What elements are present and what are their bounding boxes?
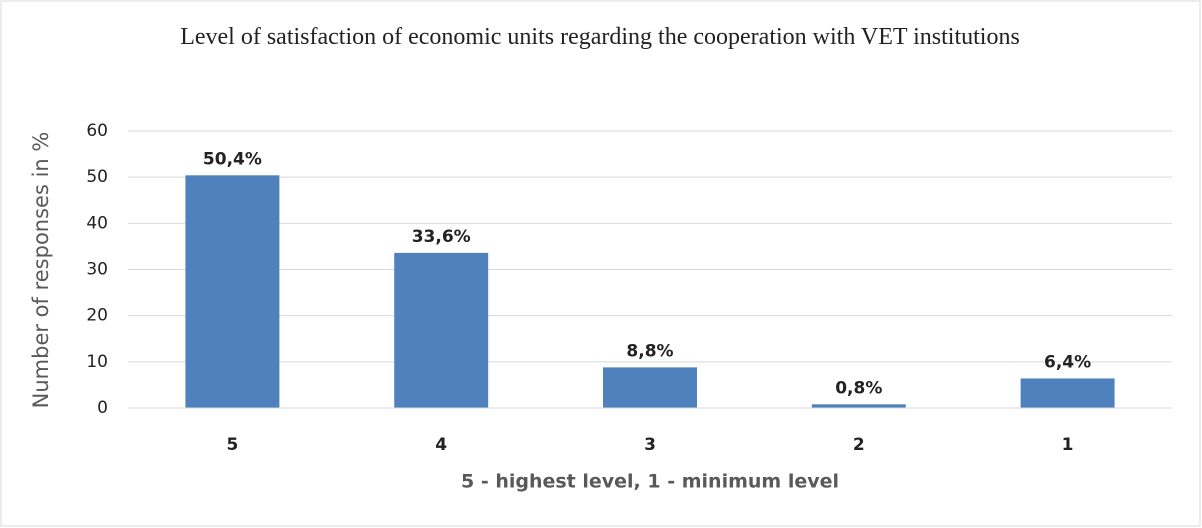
data-label: 0,8% [835,378,882,398]
x-tick-label: 2 [853,435,865,455]
y-tick-label: 0 [97,398,108,418]
data-label: 6,4% [1044,352,1091,372]
y-tick-label: 60 [86,121,108,141]
x-axis-label: 5 - highest level, 1 - minimum level [461,471,839,493]
data-label: 50,4% [203,149,262,169]
bar [1020,378,1115,408]
x-tick-label: 4 [435,435,447,455]
x-tick-label: 1 [1062,435,1074,455]
y-axis-label: Number of responses in % [29,132,53,409]
chart-title: Level of satisfaction of economic units … [180,24,1020,50]
bar [394,252,489,408]
x-tick-label: 3 [644,435,656,455]
x-tick-label: 5 [226,435,238,455]
bar [185,175,280,408]
bar [603,367,697,408]
y-tick-label: 30 [86,260,108,280]
bar [811,404,906,408]
y-tick-label: 40 [86,213,108,233]
y-tick-label: 20 [86,306,108,326]
y-tick-label: 10 [86,352,108,372]
data-label: 8,8% [626,341,673,361]
y-tick-label: 50 [86,167,108,187]
data-label: 33,6% [412,227,471,247]
